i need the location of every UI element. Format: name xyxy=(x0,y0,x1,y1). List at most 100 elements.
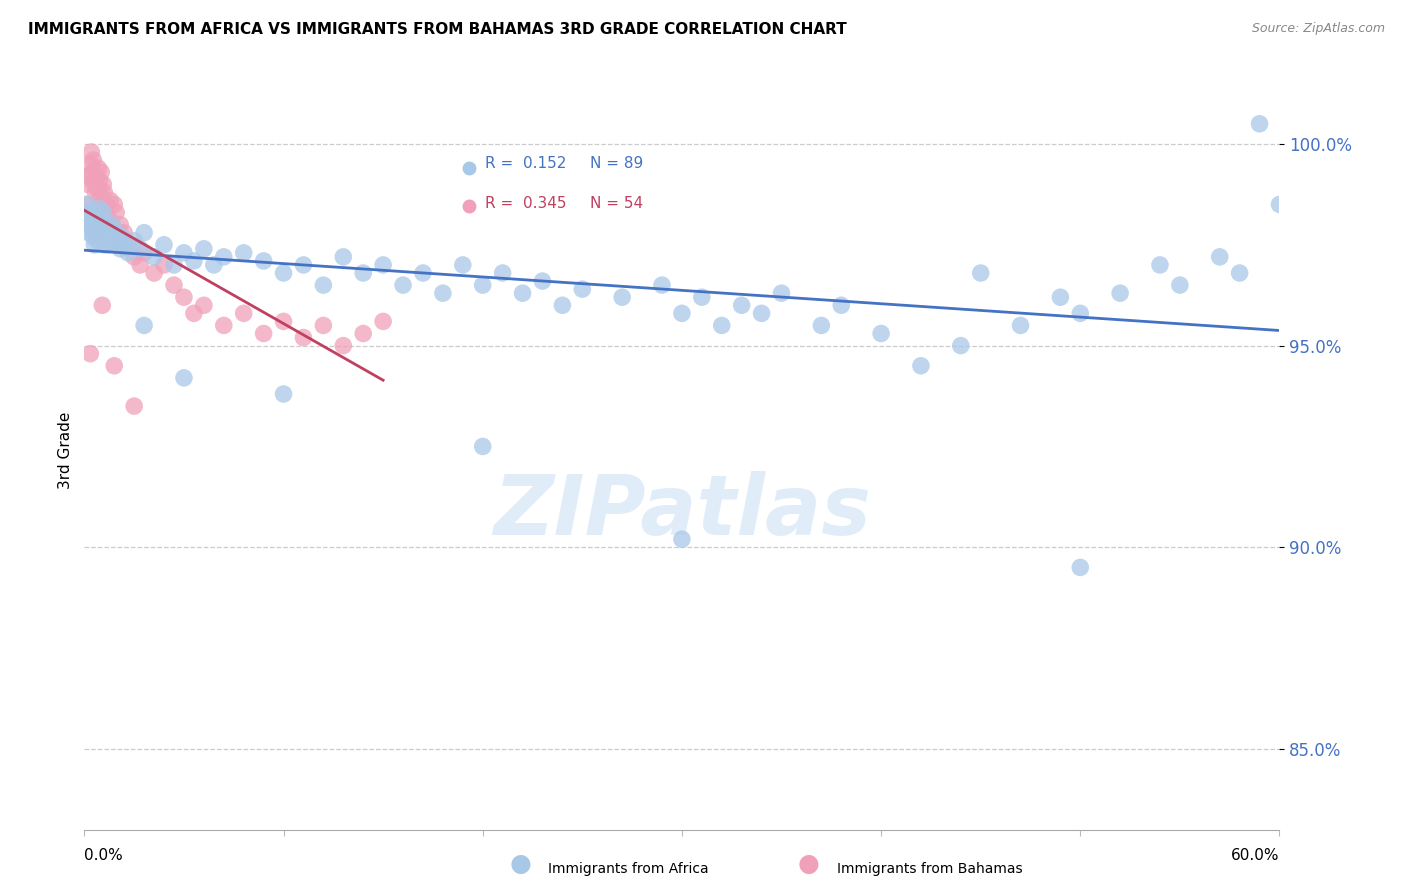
Point xyxy=(129,242,152,256)
Point xyxy=(86,181,108,195)
Point xyxy=(671,306,693,320)
Point xyxy=(352,266,374,280)
Point xyxy=(1249,117,1271,131)
Point xyxy=(96,197,118,211)
Point xyxy=(392,278,415,293)
Point xyxy=(1010,318,1032,333)
Point xyxy=(193,298,215,312)
Point xyxy=(173,290,195,304)
Point xyxy=(103,237,125,252)
Point xyxy=(451,258,474,272)
Point xyxy=(79,218,101,232)
Point xyxy=(471,278,494,293)
Point xyxy=(671,532,693,546)
Point xyxy=(82,213,104,227)
Point xyxy=(183,253,205,268)
Point xyxy=(79,157,101,171)
Point xyxy=(110,242,132,256)
Point xyxy=(292,258,315,272)
Point xyxy=(82,229,104,244)
Point xyxy=(312,318,335,333)
Point xyxy=(332,250,354,264)
Text: IMMIGRANTS FROM AFRICA VS IMMIGRANTS FROM BAHAMAS 3RD GRADE CORRELATION CHART: IMMIGRANTS FROM AFRICA VS IMMIGRANTS FRO… xyxy=(28,22,846,37)
Point xyxy=(373,314,395,328)
Point xyxy=(193,242,215,256)
Point xyxy=(1069,560,1091,574)
Point xyxy=(91,221,114,235)
Point xyxy=(132,245,156,260)
Text: 60.0%: 60.0% xyxy=(1232,848,1279,863)
Point xyxy=(571,282,593,296)
Point xyxy=(75,197,97,211)
Point xyxy=(1049,290,1071,304)
Point xyxy=(1069,306,1091,320)
Point xyxy=(98,194,121,208)
Point xyxy=(253,253,276,268)
Point xyxy=(122,250,145,264)
Point xyxy=(84,186,107,200)
Point xyxy=(870,326,893,341)
Point xyxy=(101,218,124,232)
Point xyxy=(810,318,832,333)
Point xyxy=(107,226,129,240)
Text: 0.0%: 0.0% xyxy=(84,848,124,863)
Point xyxy=(80,221,103,235)
Point xyxy=(292,330,315,344)
Point xyxy=(232,306,254,320)
Point xyxy=(86,234,108,248)
Text: Immigrants from Bahamas: Immigrants from Bahamas xyxy=(837,862,1022,876)
Point xyxy=(312,278,335,293)
Point xyxy=(82,165,104,179)
Point xyxy=(86,210,108,224)
Point xyxy=(332,338,354,352)
Point xyxy=(830,298,852,312)
Point xyxy=(87,218,110,232)
Point xyxy=(77,169,100,184)
Point xyxy=(90,165,112,179)
Point xyxy=(87,161,110,176)
Point xyxy=(107,234,129,248)
Point xyxy=(80,145,103,159)
Point xyxy=(173,371,195,385)
Point xyxy=(84,218,107,232)
Point xyxy=(212,250,235,264)
Point xyxy=(98,221,121,235)
Point xyxy=(117,237,139,252)
Point xyxy=(76,178,98,192)
Point xyxy=(122,234,145,248)
Point xyxy=(143,250,166,264)
Point xyxy=(129,258,152,272)
Point xyxy=(75,210,97,224)
Point xyxy=(163,278,186,293)
Point xyxy=(110,218,132,232)
Point xyxy=(471,439,494,453)
Point xyxy=(111,229,134,244)
Y-axis label: 3rd Grade: 3rd Grade xyxy=(58,412,73,489)
Point xyxy=(83,178,105,192)
Point xyxy=(1229,266,1251,280)
Point xyxy=(112,226,135,240)
Point xyxy=(79,346,101,360)
Point xyxy=(103,359,125,373)
Text: Immigrants from Africa: Immigrants from Africa xyxy=(548,862,709,876)
Point xyxy=(97,237,120,252)
Text: Source: ZipAtlas.com: Source: ZipAtlas.com xyxy=(1251,22,1385,36)
Point xyxy=(153,258,176,272)
Point xyxy=(117,245,139,260)
Point xyxy=(89,173,111,187)
Point xyxy=(1209,250,1232,264)
Point xyxy=(83,237,105,252)
Point xyxy=(232,245,254,260)
Point xyxy=(910,359,932,373)
Point xyxy=(1168,278,1191,293)
Point xyxy=(432,286,454,301)
Point xyxy=(273,266,295,280)
Point xyxy=(105,205,128,219)
Point xyxy=(352,326,374,341)
Point xyxy=(202,258,225,272)
Point xyxy=(103,197,125,211)
Point xyxy=(97,234,120,248)
Point xyxy=(112,237,135,252)
Point xyxy=(612,290,634,304)
Point xyxy=(132,318,156,333)
